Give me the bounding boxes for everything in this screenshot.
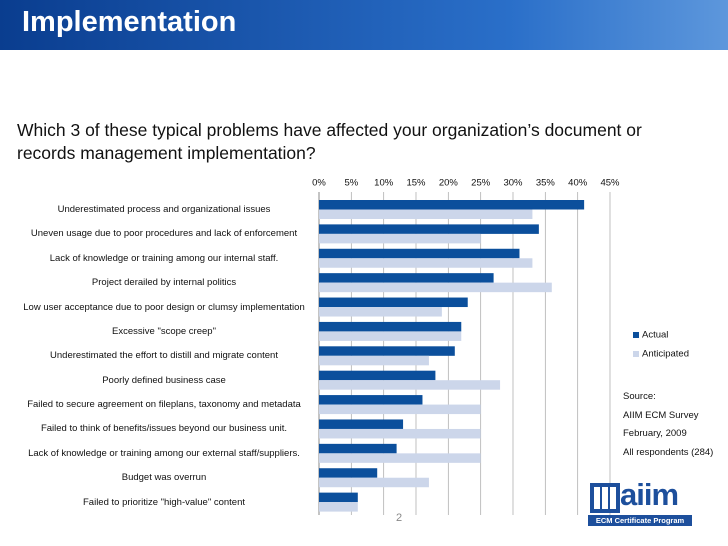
source-line: February, 2009 bbox=[623, 428, 687, 439]
category-label: Poorly defined business case bbox=[102, 374, 226, 386]
legend-label: Anticipated bbox=[642, 349, 689, 360]
category-label: Lack of knowledge or training among our … bbox=[49, 252, 279, 264]
bar bbox=[319, 224, 539, 234]
bar bbox=[319, 233, 481, 244]
category-label: Project derailed by internal politics bbox=[91, 277, 237, 289]
question: Which 3 of these typical problems have a… bbox=[17, 120, 642, 163]
bar bbox=[319, 404, 481, 415]
source-line: All respondents (284) bbox=[623, 446, 714, 458]
logo: aiim ECM Certificate Program bbox=[588, 477, 692, 529]
bar bbox=[319, 200, 585, 210]
x-tick-label: 35% bbox=[536, 178, 556, 189]
bar bbox=[319, 419, 404, 429]
x-tick-label: 20% bbox=[439, 178, 459, 189]
bar bbox=[319, 477, 429, 488]
bar bbox=[319, 428, 481, 439]
logo-name: aiim bbox=[620, 477, 679, 512]
logo-icon bbox=[590, 483, 620, 513]
bar bbox=[319, 209, 533, 219]
x-tick-label: 0% bbox=[312, 178, 326, 189]
legend-swatch bbox=[633, 332, 639, 338]
legend-swatch bbox=[633, 351, 639, 357]
category-label: Failed to secure agreement on fileplans,… bbox=[27, 399, 301, 411]
bar bbox=[319, 468, 378, 478]
x-tick-label: 15% bbox=[406, 178, 426, 189]
bar bbox=[319, 443, 397, 454]
bar bbox=[319, 395, 423, 405]
bar bbox=[319, 370, 436, 381]
x-tick-label: 5% bbox=[344, 178, 358, 189]
bar bbox=[319, 502, 358, 512]
category-label: Underestimated process and organizationa… bbox=[57, 204, 271, 215]
bar bbox=[319, 492, 358, 503]
category-label: Underestimated the effort to distill and… bbox=[50, 350, 278, 362]
bar bbox=[319, 346, 455, 356]
legend-label: Actual bbox=[642, 330, 668, 341]
slide-title: Implementation bbox=[22, 6, 237, 38]
bar bbox=[319, 380, 501, 390]
category-label: Failed to think of benefits/issues beyon… bbox=[40, 423, 288, 435]
header-bar: Implementation bbox=[0, 0, 728, 50]
page-number: 2 bbox=[396, 512, 403, 524]
bar bbox=[319, 248, 520, 259]
bar bbox=[319, 355, 429, 366]
source-line: AIIM ECM Survey bbox=[623, 409, 699, 421]
bar bbox=[319, 297, 468, 308]
x-tick-label: 30% bbox=[503, 178, 523, 189]
x-tick-label: 45% bbox=[600, 178, 620, 189]
category-label: Lack of knowledge or training among our … bbox=[28, 447, 300, 459]
bar bbox=[319, 258, 533, 268]
bar bbox=[319, 453, 481, 463]
category-label: Low user acceptance due to poor design o… bbox=[23, 301, 305, 313]
logo-tagline: ECM Certificate Program bbox=[588, 515, 692, 526]
category-label: Budget was overrun bbox=[121, 472, 207, 484]
bar bbox=[319, 321, 462, 332]
x-tick-label: 10% bbox=[374, 178, 394, 189]
x-tick-label: 40% bbox=[568, 178, 588, 189]
category-label: Excessive "scope creep" bbox=[112, 325, 216, 337]
category-label: Failed to prioritize "high-value" conten… bbox=[83, 496, 245, 508]
bar bbox=[319, 307, 442, 317]
category-label: Uneven usage due to poor procedures and … bbox=[30, 228, 298, 240]
bar bbox=[319, 273, 494, 283]
x-tick-label: 25% bbox=[471, 178, 491, 189]
bar bbox=[319, 282, 552, 293]
source-line: Source: bbox=[623, 391, 656, 402]
bar bbox=[319, 331, 462, 341]
